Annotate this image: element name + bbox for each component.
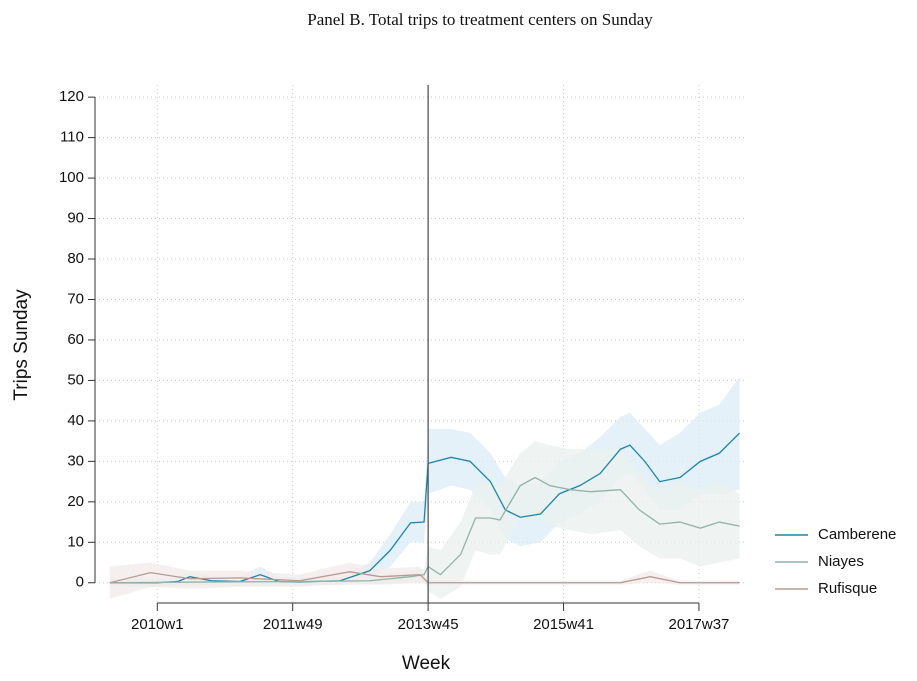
series-line <box>109 476 740 584</box>
y-tick-label: 60 <box>67 331 84 348</box>
y-tick-label: 50 <box>67 371 84 388</box>
y-tick-label: 80 <box>67 250 84 267</box>
y-tick-label: 40 <box>67 412 84 429</box>
y-tick-label: 120 <box>59 88 84 105</box>
x-tick-label: 2017w37 <box>669 616 730 633</box>
series-line <box>109 432 741 584</box>
confidence-band <box>109 562 740 599</box>
legend-label: Niayes <box>818 553 864 570</box>
x-tick-label: 2015w41 <box>533 616 594 633</box>
y-tick-label: 70 <box>67 290 84 307</box>
y-tick-label: 110 <box>60 129 84 146</box>
y-tick-label: 100 <box>59 169 84 186</box>
y-tick-label: 10 <box>67 533 84 550</box>
y-tick-label: 20 <box>67 493 84 510</box>
series-line <box>109 571 740 584</box>
x-axis-title: Week <box>402 653 451 674</box>
chart-title: Panel B. Total trips to treatment center… <box>307 10 653 29</box>
legend-label: Camberene <box>818 526 896 543</box>
legend-label: Rufisque <box>818 580 877 597</box>
y-tick-label: 90 <box>67 210 84 227</box>
x-tick-label: 2011w49 <box>263 616 323 633</box>
x-tick-label: 2013w45 <box>398 616 459 633</box>
y-tick-label: 30 <box>67 452 84 469</box>
y-tick-label: 0 <box>76 574 84 591</box>
y-axis-title: Trips Sunday <box>11 289 32 401</box>
x-tick-label: 2010w1 <box>131 616 184 633</box>
confidence-band <box>109 441 740 599</box>
